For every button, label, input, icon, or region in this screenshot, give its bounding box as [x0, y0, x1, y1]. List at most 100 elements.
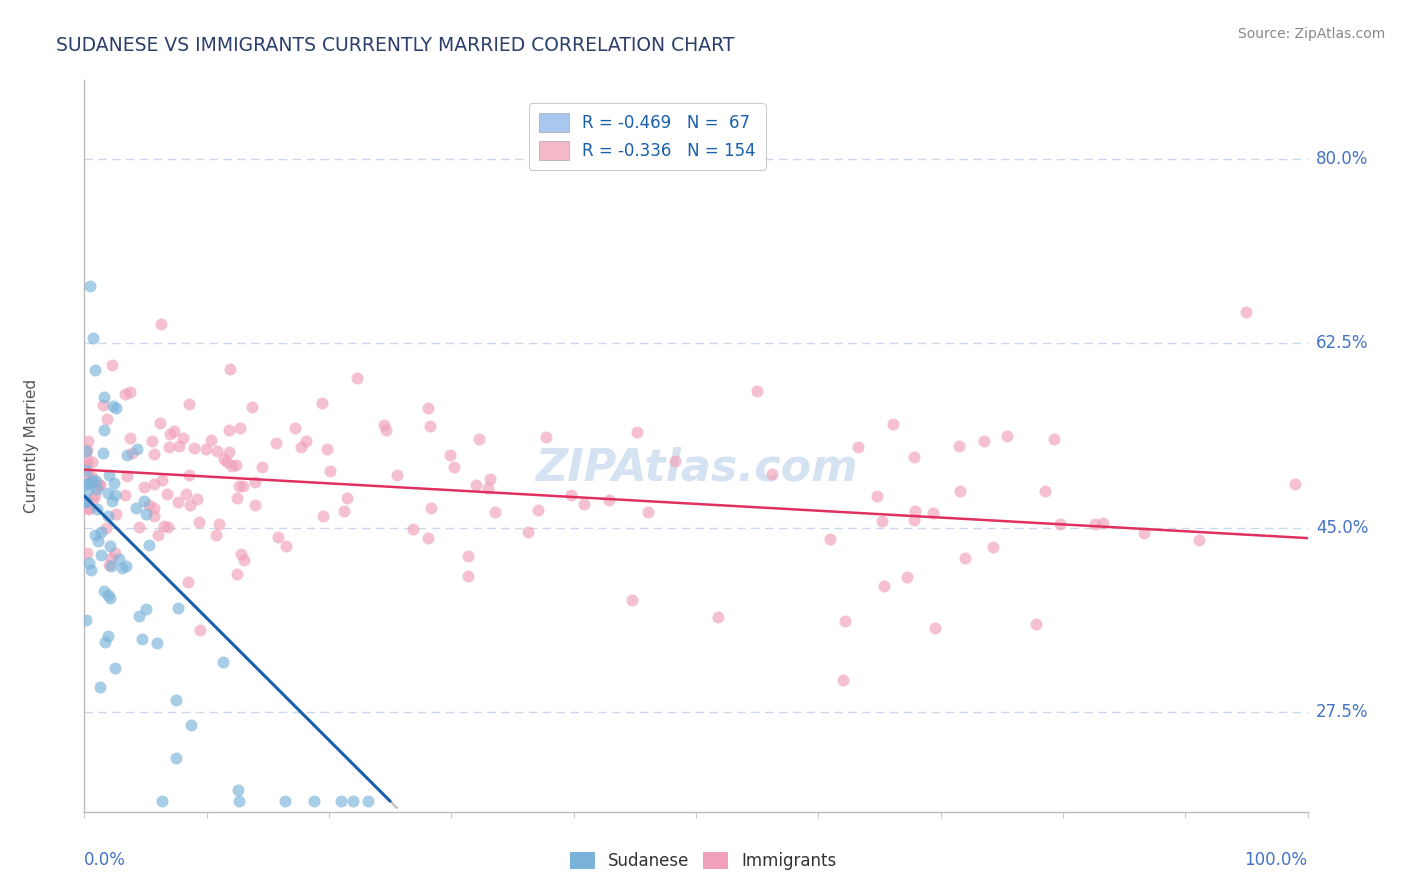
Point	[84, 528, 107, 542]
Point	[387, 467, 409, 482]
Point	[165, 692, 187, 706]
Legend: Sudanese, Immigrants: Sudanese, Immigrants	[565, 847, 841, 875]
Text: 45.0%: 45.0%	[1316, 518, 1368, 537]
Point	[77, 501, 100, 516]
Point	[138, 499, 160, 513]
Point	[101, 399, 124, 413]
Point	[903, 512, 925, 526]
Point	[167, 495, 190, 509]
Point	[120, 385, 142, 400]
Point	[105, 507, 128, 521]
Point	[225, 458, 247, 473]
Point	[186, 491, 208, 506]
Point	[420, 501, 443, 516]
Point	[1049, 517, 1071, 532]
Point	[96, 588, 118, 602]
Point	[707, 609, 730, 624]
Point	[75, 494, 97, 508]
Text: 62.5%: 62.5%	[1316, 334, 1368, 352]
Point	[226, 566, 249, 581]
Point	[375, 423, 398, 437]
Point	[626, 425, 648, 439]
Point	[107, 552, 129, 566]
Point	[187, 515, 209, 529]
Point	[101, 493, 124, 508]
Point	[94, 635, 117, 649]
Point	[93, 423, 115, 437]
Point	[284, 421, 307, 435]
Point	[121, 446, 143, 460]
Point	[100, 558, 122, 573]
Point	[76, 442, 98, 457]
Point	[183, 441, 205, 455]
Point	[135, 602, 157, 616]
Point	[226, 491, 249, 506]
Point	[221, 458, 243, 473]
Point	[180, 717, 202, 731]
Point	[560, 488, 582, 502]
Point	[232, 479, 254, 493]
Point	[342, 794, 364, 808]
Point	[747, 384, 769, 398]
Point	[176, 574, 198, 589]
Point	[152, 519, 174, 533]
Point	[1133, 526, 1156, 541]
Point	[896, 570, 918, 584]
Point	[316, 442, 339, 456]
Point	[86, 502, 108, 516]
Point	[98, 591, 121, 605]
Point	[142, 509, 165, 524]
Point	[167, 439, 190, 453]
Point	[80, 563, 103, 577]
Point	[419, 419, 441, 434]
Point	[484, 505, 506, 519]
Point	[76, 483, 98, 498]
Point	[188, 623, 211, 637]
Point	[87, 534, 110, 549]
Point	[150, 473, 173, 487]
Point	[91, 398, 114, 412]
Point	[1033, 483, 1056, 498]
Point	[152, 794, 174, 808]
Point	[135, 507, 157, 521]
Point	[311, 509, 333, 524]
Point	[218, 423, 240, 437]
Point	[346, 370, 368, 384]
Point	[870, 514, 893, 528]
Point	[218, 445, 240, 459]
Point	[131, 632, 153, 646]
Point	[75, 444, 97, 458]
Point	[534, 430, 557, 444]
Point	[948, 484, 970, 499]
Point	[311, 396, 333, 410]
Point	[228, 794, 250, 808]
Point	[111, 561, 134, 575]
Point	[98, 539, 121, 553]
Point	[831, 673, 853, 688]
Point	[172, 432, 194, 446]
Point	[114, 559, 136, 574]
Point	[174, 486, 197, 500]
Point	[866, 489, 889, 503]
Point	[1236, 305, 1258, 319]
Point	[997, 428, 1019, 442]
Point	[141, 434, 163, 448]
Text: Currently Married: Currently Married	[24, 379, 39, 513]
Point	[77, 556, 100, 570]
Point	[229, 547, 252, 561]
Point	[157, 519, 180, 533]
Point	[848, 440, 870, 454]
Text: 0.0%: 0.0%	[84, 851, 127, 869]
Point	[82, 331, 104, 345]
Point	[150, 317, 173, 331]
Text: SUDANESE VS IMMIGRANTS CURRENTLY MARRIED CORRELATION CHART: SUDANESE VS IMMIGRANTS CURRENTLY MARRIED…	[56, 36, 735, 54]
Point	[159, 427, 181, 442]
Point	[267, 531, 290, 545]
Legend: R = -0.469   N =  67, R = -0.336   N = 154: R = -0.469 N = 67, R = -0.336 N = 154	[529, 103, 765, 170]
Point	[194, 442, 217, 457]
Point	[97, 486, 120, 500]
Text: ZIPAtlas.com: ZIPAtlas.com	[534, 446, 858, 490]
Point	[873, 579, 896, 593]
Point	[97, 629, 120, 643]
Point	[953, 551, 976, 566]
